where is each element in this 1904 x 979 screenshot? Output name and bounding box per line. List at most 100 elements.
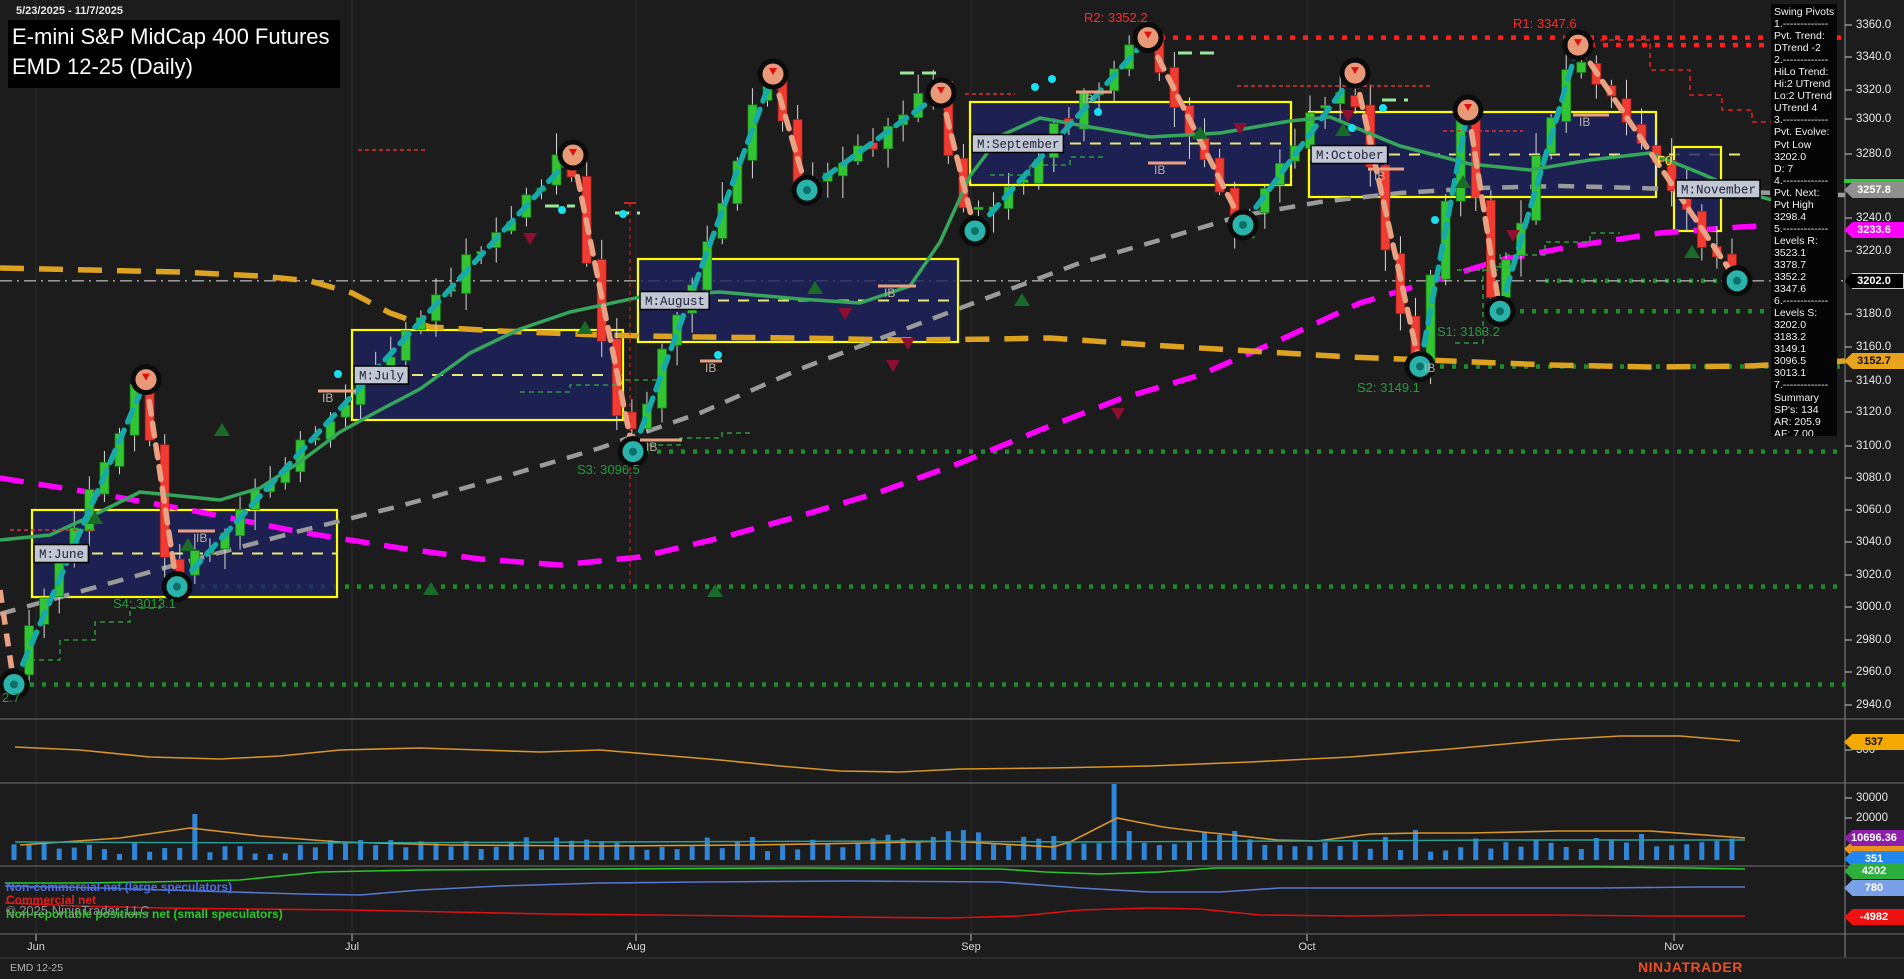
swing-pivots-line: 3.-------------: [1774, 114, 1829, 127]
price-tick: 3040.0: [1856, 536, 1892, 548]
price-badge: 10696.36: [1844, 830, 1904, 846]
price-badge: 3202.0: [1844, 273, 1904, 289]
swing-pivots-line: D: 7: [1774, 162, 1794, 175]
price-tick: 2940.0: [1856, 699, 1892, 711]
price-tick: 3280.0: [1856, 148, 1892, 160]
swing-pivots-line: 3149.1: [1774, 343, 1807, 356]
swing-pivots-line: Summary: [1774, 391, 1819, 404]
swing-pivots-line: 3202.0: [1774, 150, 1807, 163]
month-box-label[interactable]: M:July: [359, 370, 405, 384]
ninjatrader-logo: NINJATRADER: [1638, 959, 1743, 975]
month-box-label[interactable]: M:August: [645, 295, 705, 309]
price-tick: 3000.0: [1856, 601, 1892, 613]
ib-label: IB: [1579, 115, 1590, 129]
price-tick: 3300.0: [1856, 113, 1892, 125]
price-badge: 537: [1844, 734, 1904, 750]
swing-pivots-line: SP's: 134: [1774, 403, 1819, 416]
month-tick-label: Jul: [344, 941, 360, 953]
price-badge: 3233.6: [1844, 222, 1904, 238]
price-tick: 2960.0: [1856, 666, 1892, 678]
swing-pivots-line: 1.-------------: [1774, 18, 1829, 31]
price-tick: 3240.0: [1856, 212, 1892, 224]
swing-pivots-line: 3202.0: [1774, 319, 1807, 332]
level-label: R1: 3347.6: [1513, 16, 1577, 31]
ib-label: IB: [196, 531, 207, 545]
swing-pivots-line: 7.-------------: [1774, 379, 1829, 392]
price-badge: 780: [1844, 880, 1904, 896]
month-tick-label: Nov: [1664, 941, 1684, 953]
price-tick: 3060.0: [1856, 504, 1892, 516]
price-tick: 3180.0: [1856, 308, 1892, 320]
level-label: 2.7: [2, 690, 20, 705]
price-tick: 3360.0: [1856, 19, 1892, 31]
swing-pivots-line: 3523.1: [1774, 246, 1807, 259]
price-tick: 3340.0: [1856, 51, 1892, 63]
swing-pivots-line: AF: 7.00: [1774, 427, 1814, 436]
swing-pivots-line: AR: 205.9: [1774, 415, 1821, 428]
month-box-label[interactable]: M:October: [1316, 149, 1384, 163]
chart-title: E-mini S&P MidCap 400 Futures EMD 12-25 …: [8, 20, 340, 88]
price-badge: 3257.8: [1844, 182, 1904, 198]
swing-pivots-line: Pvt. Trend:: [1774, 30, 1825, 43]
swing-pivots-line: HiLo Trend:: [1774, 66, 1829, 79]
swing-pivots-line: 3378.7: [1774, 258, 1807, 271]
price-tick: 30000: [1856, 792, 1888, 804]
ib-label: IB: [884, 286, 895, 300]
swing-pivots-line: DTrend -2: [1774, 42, 1821, 55]
price-tick: 3220.0: [1856, 245, 1892, 257]
cot-series-label: Non-commercial net (large speculators): [6, 880, 233, 894]
ma-badge-accent: [1844, 179, 1904, 183]
swing-pivots-line: Hi:2 UTrend: [1774, 78, 1831, 91]
swing-pivots-line: Pvt. Evolve:: [1774, 126, 1830, 139]
swing-pivots-line: Pvt High: [1774, 198, 1814, 211]
swing-pivots-line: 3298.4: [1774, 210, 1807, 223]
price-badge: 4202: [1844, 863, 1904, 879]
ib-label: IB: [646, 440, 657, 454]
price-badge: -4982: [1844, 909, 1904, 925]
level-label: S1: 3183.2: [1437, 324, 1500, 339]
price-tick: 3020.0: [1856, 569, 1892, 581]
ib-label: IB: [1424, 361, 1435, 375]
ib-label: IB: [1082, 92, 1093, 106]
price-tick: 2980.0: [1856, 634, 1892, 646]
month-box-label[interactable]: M:November: [1681, 184, 1756, 198]
swing-pivots-line: Levels S:: [1774, 307, 1818, 320]
date-range: 5/23/2025 - 11/7/2025: [16, 5, 124, 17]
price-tick: 3120.0: [1856, 406, 1892, 418]
month-tick-label: Jun: [27, 941, 45, 953]
swing-pivots-line: 2.-------------: [1774, 54, 1829, 67]
price-tick: 3320.0: [1856, 84, 1892, 96]
instrument-tab[interactable]: EMD 12-25: [10, 962, 64, 974]
swing-pivots-line: Swing Pivots: [1774, 6, 1835, 18]
price-axis[interactable]: 3360.0 3340.0 3320.0 3300.0 3280.0 3240.0 3220…: [1844, 0, 1904, 958]
swing-pivots-line: 3347.6: [1774, 283, 1807, 296]
swing-pivots-line: UTrend 4: [1774, 102, 1818, 115]
price-tick: 3140.0: [1856, 375, 1892, 387]
swing-pivots-line: Pvt Low: [1774, 138, 1812, 151]
month-tick-label: Oct: [1298, 941, 1316, 953]
cot-series-label: Non-reportable positions net (small spec…: [6, 907, 283, 921]
swing-pivots-line: Levels R:: [1774, 234, 1818, 247]
cot-series-label: Commercial net: [6, 893, 97, 907]
price-tick: 3100.0: [1856, 440, 1892, 452]
ib-label: IB: [705, 361, 716, 375]
month-box-label[interactable]: M:June: [39, 548, 84, 562]
month-tick-label: Sep: [961, 941, 981, 953]
chart-title-line1: E-mini S&P MidCap 400 Futures: [12, 24, 330, 49]
price-tick: 3080.0: [1856, 472, 1892, 484]
month-tick-label: Aug: [626, 941, 646, 953]
swing-pivots-line: 3096.5: [1774, 355, 1807, 368]
chart-title-line2: EMD 12-25 (Daily): [12, 54, 193, 79]
swing-pivots-line: 5.-------------: [1774, 222, 1829, 235]
month-box-label[interactable]: M:September: [977, 138, 1060, 152]
level-label: S2: 3149.1: [1357, 380, 1420, 395]
price-badge: 3152.7: [1844, 353, 1904, 369]
price-tick: 20000: [1856, 812, 1888, 824]
swing-pivots-line: 4.-------------: [1774, 174, 1829, 187]
ib-label: IB: [322, 391, 333, 405]
swing-pivots-line: 6.-------------: [1774, 295, 1829, 308]
copyright-text: © 2025 NinjaTrader, LLC: [6, 903, 150, 918]
ib-label: IB: [1154, 163, 1165, 177]
